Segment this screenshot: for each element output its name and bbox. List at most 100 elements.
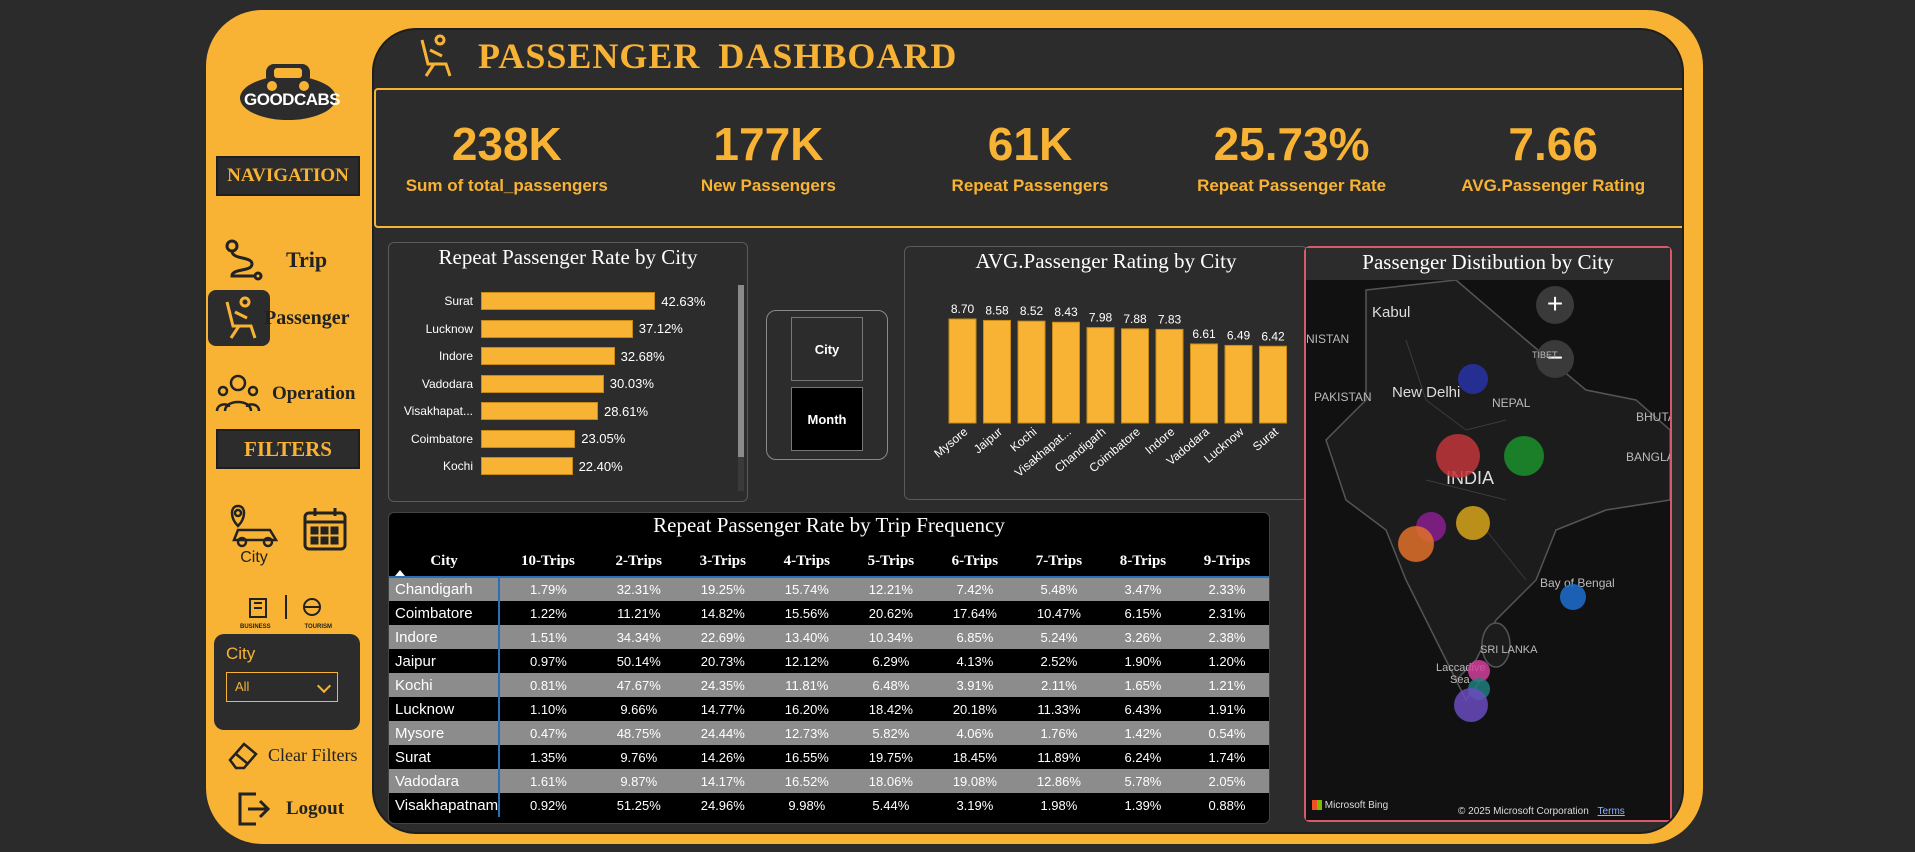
month-toggle-button[interactable]: Month bbox=[791, 387, 863, 451]
logout-button[interactable]: Logout bbox=[236, 790, 344, 828]
table-cell: 3.26% bbox=[1100, 625, 1185, 649]
scrollbar[interactable] bbox=[738, 285, 744, 491]
table-row[interactable]: Visakhapatnam 0.92% 51.25% 24.96% 9.98% 5.44%… bbox=[389, 793, 1269, 817]
city-bubble[interactable] bbox=[1504, 436, 1544, 476]
bar[interactable] bbox=[1155, 328, 1184, 424]
table-cell: 50.14% bbox=[596, 649, 681, 673]
bar[interactable] bbox=[1224, 344, 1253, 424]
city-bubble[interactable] bbox=[1560, 584, 1586, 610]
table-cell: 1.79% bbox=[499, 576, 597, 601]
column-header[interactable]: 6-Trips bbox=[951, 553, 999, 569]
clear-filters-button[interactable]: Clear Filters bbox=[226, 740, 357, 770]
bar-row[interactable]: Vadodara 30.03% bbox=[389, 374, 654, 394]
bar[interactable] bbox=[481, 347, 615, 365]
table-cell: 22.69% bbox=[680, 625, 765, 649]
city-bubble[interactable] bbox=[1454, 688, 1488, 722]
table-row[interactable]: Jaipur 0.97% 50.14% 20.73% 12.12% 6.29% 4.13% 2… bbox=[389, 649, 1269, 673]
map-label: BHUTA bbox=[1636, 410, 1670, 424]
city-bubble[interactable] bbox=[1458, 364, 1488, 394]
bar-value-label: 6.49 bbox=[1227, 328, 1251, 342]
table-row[interactable]: Kochi 0.81% 47.67% 24.35% 11.81% 6.48% 3.91% 2.… bbox=[389, 673, 1269, 697]
nav-trip[interactable]: Trip bbox=[216, 234, 327, 286]
city-toggle-button[interactable]: City bbox=[791, 317, 863, 381]
bar[interactable] bbox=[1190, 343, 1218, 424]
bar-row[interactable]: Surat 42.63% bbox=[389, 291, 705, 311]
table-cell: Surat bbox=[389, 745, 501, 769]
column-header[interactable]: City bbox=[389, 547, 499, 577]
bar-row[interactable]: Indore 32.68% bbox=[389, 346, 665, 366]
bar-row[interactable]: Lucknow 37.12% bbox=[389, 319, 683, 339]
bar[interactable] bbox=[1017, 320, 1046, 424]
rating-bars: 8.70Mysore8.58Jaipur8.52Kochi8.43Visakha… bbox=[931, 302, 1287, 480]
bar-value-label: 42.63% bbox=[661, 293, 706, 309]
city-bubble[interactable] bbox=[1436, 434, 1480, 478]
main-panel: PASSENGER DASHBOARD 238K Sum of total_pas… bbox=[372, 28, 1684, 834]
bar-row[interactable]: Visakhapat... 28.61% bbox=[389, 401, 648, 421]
table-row[interactable]: Vadodara 1.61% 9.87% 14.17% 16.52% 18.06% 19.0… bbox=[389, 769, 1269, 793]
nav-operation[interactable]: Operation bbox=[210, 368, 355, 420]
city-bubble[interactable] bbox=[1468, 660, 1490, 682]
table-cell: Jaipur bbox=[389, 649, 501, 673]
table-cell: 20.18% bbox=[932, 697, 1017, 721]
city-bubble[interactable] bbox=[1456, 506, 1490, 540]
table-row[interactable]: Lucknow 1.10% 9.66% 14.77% 16.20% 18.42% 20.18… bbox=[389, 697, 1269, 721]
bar-row[interactable]: Kochi 22.40% bbox=[389, 456, 623, 476]
kpi-label: Repeat Passenger Rate bbox=[1197, 176, 1387, 195]
table-cell: 48.75% bbox=[596, 721, 681, 745]
bar[interactable] bbox=[1086, 327, 1115, 424]
column-header[interactable]: 8-Trips bbox=[1119, 553, 1167, 569]
bar[interactable] bbox=[948, 318, 977, 424]
city-month-toggle: City Month bbox=[766, 310, 888, 460]
bar[interactable] bbox=[481, 402, 598, 420]
table-row[interactable]: Indore 1.51% 34.34% 22.69% 13.40% 10.34% 6.85%… bbox=[389, 625, 1269, 649]
terms-link[interactable]: Terms bbox=[1597, 806, 1625, 817]
kpi-value: 238K bbox=[451, 118, 562, 170]
scrollbar-thumb[interactable] bbox=[738, 285, 744, 457]
bar-value-label: 7.83 bbox=[1158, 312, 1182, 326]
trip-type-toggle[interactable]: BUSINESS TOURISM bbox=[236, 595, 336, 631]
table-cell: Mysore bbox=[389, 721, 501, 745]
table-cell: 16.55% bbox=[764, 745, 849, 769]
bar[interactable] bbox=[481, 319, 633, 338]
bar[interactable] bbox=[1259, 345, 1287, 424]
map-label: Sea bbox=[1450, 674, 1470, 686]
table-cell: 5.44% bbox=[848, 793, 933, 817]
table-row[interactable]: Mysore 0.47% 48.75% 24.44% 12.73% 5.82% 4.06% 1… bbox=[389, 721, 1269, 745]
nav-passenger[interactable]: Passenger bbox=[208, 290, 350, 346]
bar-value-label: 23.05% bbox=[581, 431, 626, 446]
bar[interactable] bbox=[481, 292, 656, 310]
map-canvas[interactable]: + − Kabul NISTAN TIBET PAKISTAN New Delh… bbox=[1306, 280, 1670, 820]
column-header[interactable]: 10-Trips bbox=[520, 553, 575, 569]
calendar-icon[interactable] bbox=[302, 506, 348, 552]
bar[interactable] bbox=[481, 457, 573, 475]
column-header[interactable]: 9-Trips bbox=[1203, 553, 1251, 569]
city-filter-button[interactable]: City bbox=[224, 504, 284, 566]
table-row[interactable]: Chandigarh 1.79% 32.31% 19.25% 15.74% 12.21% 7… bbox=[389, 576, 1269, 601]
table-cell: 20.73% bbox=[680, 649, 765, 673]
table-row[interactable]: Coimbatore 1.22% 11.21% 14.82% 15.56% 20.62% 1… bbox=[389, 601, 1269, 625]
table-title: Repeat Passenger Rate by Trip Frequency bbox=[653, 513, 1005, 537]
bar[interactable] bbox=[983, 319, 1011, 424]
bar-row[interactable]: Coimbatore 23.05% bbox=[389, 429, 625, 449]
zoom-out-button[interactable]: − bbox=[1536, 340, 1574, 378]
bar[interactable] bbox=[1121, 328, 1149, 424]
column-header[interactable]: 3-Trips bbox=[699, 553, 746, 569]
bar[interactable] bbox=[1052, 321, 1080, 424]
bar[interactable] bbox=[481, 429, 576, 448]
table-cell: 5.48% bbox=[1016, 576, 1101, 601]
column-header[interactable]: 4-Trips bbox=[783, 553, 831, 569]
map-label: NISTAN bbox=[1306, 332, 1350, 346]
zoom-in-button[interactable]: + bbox=[1536, 286, 1574, 324]
city-dropdown[interactable]: All bbox=[226, 672, 338, 702]
bar[interactable] bbox=[481, 374, 604, 393]
bar-value-label: 7.98 bbox=[1089, 311, 1113, 325]
table-cell: 16.20% bbox=[764, 697, 849, 721]
kpi-card: 25.73% Repeat Passenger Rate bbox=[1161, 90, 1423, 226]
column-header[interactable]: 2-Trips bbox=[615, 553, 662, 569]
city-bubble[interactable] bbox=[1398, 526, 1434, 562]
table-row[interactable]: Surat 1.35% 9.76% 14.26% 16.55% 19.75% 18.45% 1… bbox=[389, 745, 1269, 769]
column-header[interactable]: 7-Trips bbox=[1035, 553, 1083, 569]
column-header[interactable]: 5-Trips bbox=[867, 553, 915, 569]
table-cell: 19.08% bbox=[932, 769, 1017, 793]
table-cell: 2.52% bbox=[1016, 649, 1101, 673]
